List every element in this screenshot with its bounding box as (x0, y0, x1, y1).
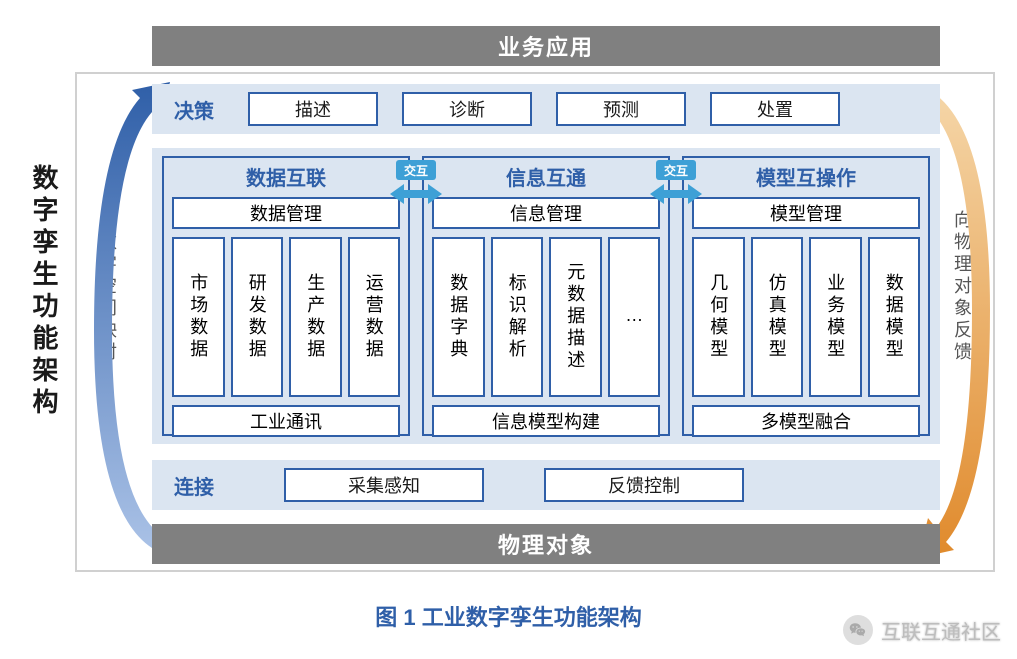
wechat-icon (843, 615, 873, 645)
mid-col-title: 信息互通 (424, 158, 668, 197)
watermark-text: 互联互通社区 (881, 616, 1001, 645)
decision-item: 预测 (556, 92, 686, 126)
mid-item: 业务模型 (809, 237, 862, 397)
middle-panel: 数据互联 数据管理 市场数据 研发数据 生产数据 运营数据 工业通讯 信息互通 … (152, 148, 940, 444)
exchange-arrow-icon (390, 182, 442, 206)
mid-item: 数据模型 (868, 237, 921, 397)
mgmt-box: 信息管理 (432, 197, 660, 229)
mid-item: 生产数据 (289, 237, 342, 397)
decision-item: 描述 (248, 92, 378, 126)
mid-item: 标识解析 (491, 237, 544, 397)
mgmt-box: 数据管理 (172, 197, 400, 229)
mid-item: 仿真模型 (751, 237, 804, 397)
exchange-arrow-icon (650, 182, 702, 206)
decision-panel: 决策 描述 诊断 预测 处置 (152, 84, 940, 134)
mid-bottom: 多模型融合 (692, 405, 920, 437)
decision-item: 处置 (710, 92, 840, 126)
mid-item: 市场数据 (172, 237, 225, 397)
connect-item: 反馈控制 (544, 468, 744, 502)
main-title: 数字孪生功能架构 (26, 164, 63, 420)
mid-item: 数据字典 (432, 237, 485, 397)
mid-col-model: 模型互操作 模型管理 几何模型 仿真模型 业务模型 数据模型 多模型融合 (682, 156, 930, 436)
mid-col-title: 数据互联 (164, 158, 408, 197)
watermark: 互联互通社区 (843, 615, 1001, 645)
connect-title: 连接 (164, 471, 224, 500)
exchange-badge: 交互 (396, 160, 436, 180)
mgmt-box: 模型管理 (692, 197, 920, 229)
mid-col-data: 数据互联 数据管理 市场数据 研发数据 生产数据 运营数据 工业通讯 (162, 156, 410, 436)
connect-panel: 连接 采集感知 反馈控制 (152, 460, 940, 510)
mid-col-title: 模型互操作 (684, 158, 928, 197)
mid-item: 几何模型 (692, 237, 745, 397)
mid-col-info: 信息互通 信息管理 数据字典 标识解析 元数据描述 … 信息模型构建 (422, 156, 670, 436)
mid-bottom: 工业通讯 (172, 405, 400, 437)
bottom-bar: 物理对象 (152, 524, 940, 564)
mid-item: 研发数据 (231, 237, 284, 397)
connect-item: 采集感知 (284, 468, 484, 502)
mid-item: 元数据描述 (549, 237, 602, 397)
mid-item: 运营数据 (348, 237, 401, 397)
decision-title: 决策 (164, 95, 224, 124)
mid-item: … (608, 237, 661, 397)
top-bar: 业务应用 (152, 26, 940, 66)
mid-bottom: 信息模型构建 (432, 405, 660, 437)
exchange-badge: 交互 (656, 160, 696, 180)
decision-item: 诊断 (402, 92, 532, 126)
